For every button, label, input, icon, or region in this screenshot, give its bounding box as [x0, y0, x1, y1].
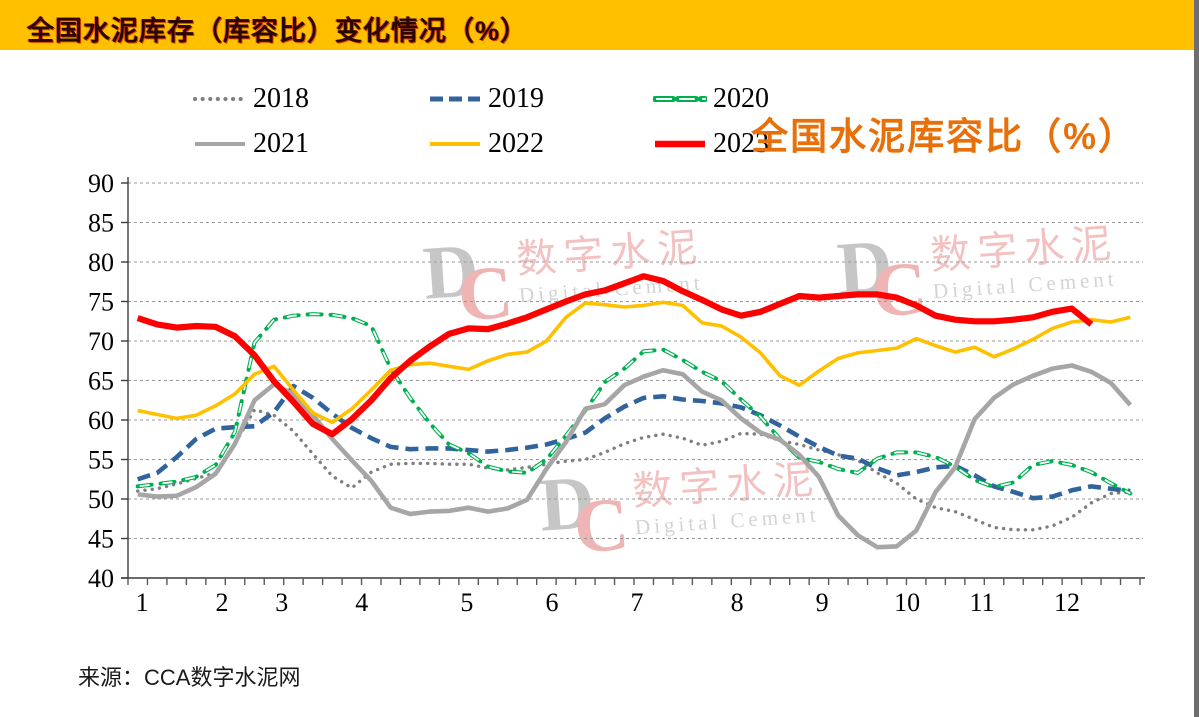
legend-marker-2018 — [193, 97, 247, 101]
x-axis-label-month-10: 10 — [894, 588, 920, 617]
series-2021-line — [137, 363, 1133, 550]
legend-label: 2023 — [713, 128, 769, 159]
source-note: 来源：CCA数字水泥网 — [78, 665, 301, 690]
y-axis-label-50: 50 — [88, 485, 114, 514]
y-axis-label-80: 80 — [88, 248, 114, 277]
legend-item-2019: 2019 — [428, 83, 544, 114]
x-axis-label-month-12: 12 — [1054, 588, 1080, 617]
legend-item-2020: 2020 — [653, 83, 769, 114]
legend-label: 2020 — [713, 83, 769, 114]
chart-title: 全国水泥库容比（%） — [751, 116, 1137, 157]
legend-item-2023: 2023 — [653, 128, 769, 159]
legend-label: 2018 — [253, 83, 309, 114]
series-2023-line — [136, 273, 1094, 438]
y-axis-label-45: 45 — [88, 525, 114, 554]
x-axis-label-month-9: 9 — [816, 588, 829, 617]
x-axis-label-month-7: 7 — [630, 588, 643, 617]
y-axis-label-60: 60 — [88, 406, 114, 435]
window-right-edge — [1194, 0, 1199, 717]
x-axis-label-month-8: 8 — [731, 588, 744, 617]
legend-label: 2021 — [253, 128, 309, 159]
legend-marker-2019 — [430, 96, 480, 102]
series-2018-line — [135, 408, 1133, 532]
legend-marker-2021 — [195, 142, 245, 146]
x-axis-label-month-5: 5 — [460, 588, 473, 617]
legend-label: 2019 — [488, 83, 544, 114]
legend-marker-2023 — [655, 140, 705, 148]
legend-label: 2022 — [488, 128, 544, 159]
x-axis-label-month-1: 1 — [136, 588, 149, 617]
legend-item-2018: 2018 — [193, 83, 309, 114]
x-axis-label-month-6: 6 — [545, 588, 558, 617]
y-axis-label-40: 40 — [88, 564, 114, 593]
y-axis-label-85: 85 — [88, 209, 114, 238]
y-axis-label-55: 55 — [88, 446, 114, 475]
y-axis-label-75: 75 — [88, 288, 114, 317]
y-axis-label-90: 90 — [88, 169, 114, 198]
page-title: 全国水泥库存（库容比）变化情况（%） — [27, 16, 529, 46]
series-2022-line — [137, 300, 1131, 425]
series-2019-line — [136, 383, 1131, 501]
x-axis-label-month-3: 3 — [275, 588, 288, 617]
title-bar: 全国水泥库存（库容比）变化情况（%） — [0, 0, 1199, 50]
x-axis-label-month-4: 4 — [355, 588, 368, 617]
legend-marker-2022 — [430, 142, 480, 146]
series-2020-line-inner — [137, 313, 1131, 495]
legend-marker-2020 — [653, 96, 707, 102]
y-axis-label-70: 70 — [88, 327, 114, 356]
x-axis-label-month-11: 11 — [970, 588, 995, 617]
x-axis-label-month-2: 2 — [216, 588, 229, 617]
y-axis-label-65: 65 — [88, 367, 114, 396]
legend-item-2021: 2021 — [193, 128, 309, 159]
legend-item-2022: 2022 — [428, 128, 544, 159]
